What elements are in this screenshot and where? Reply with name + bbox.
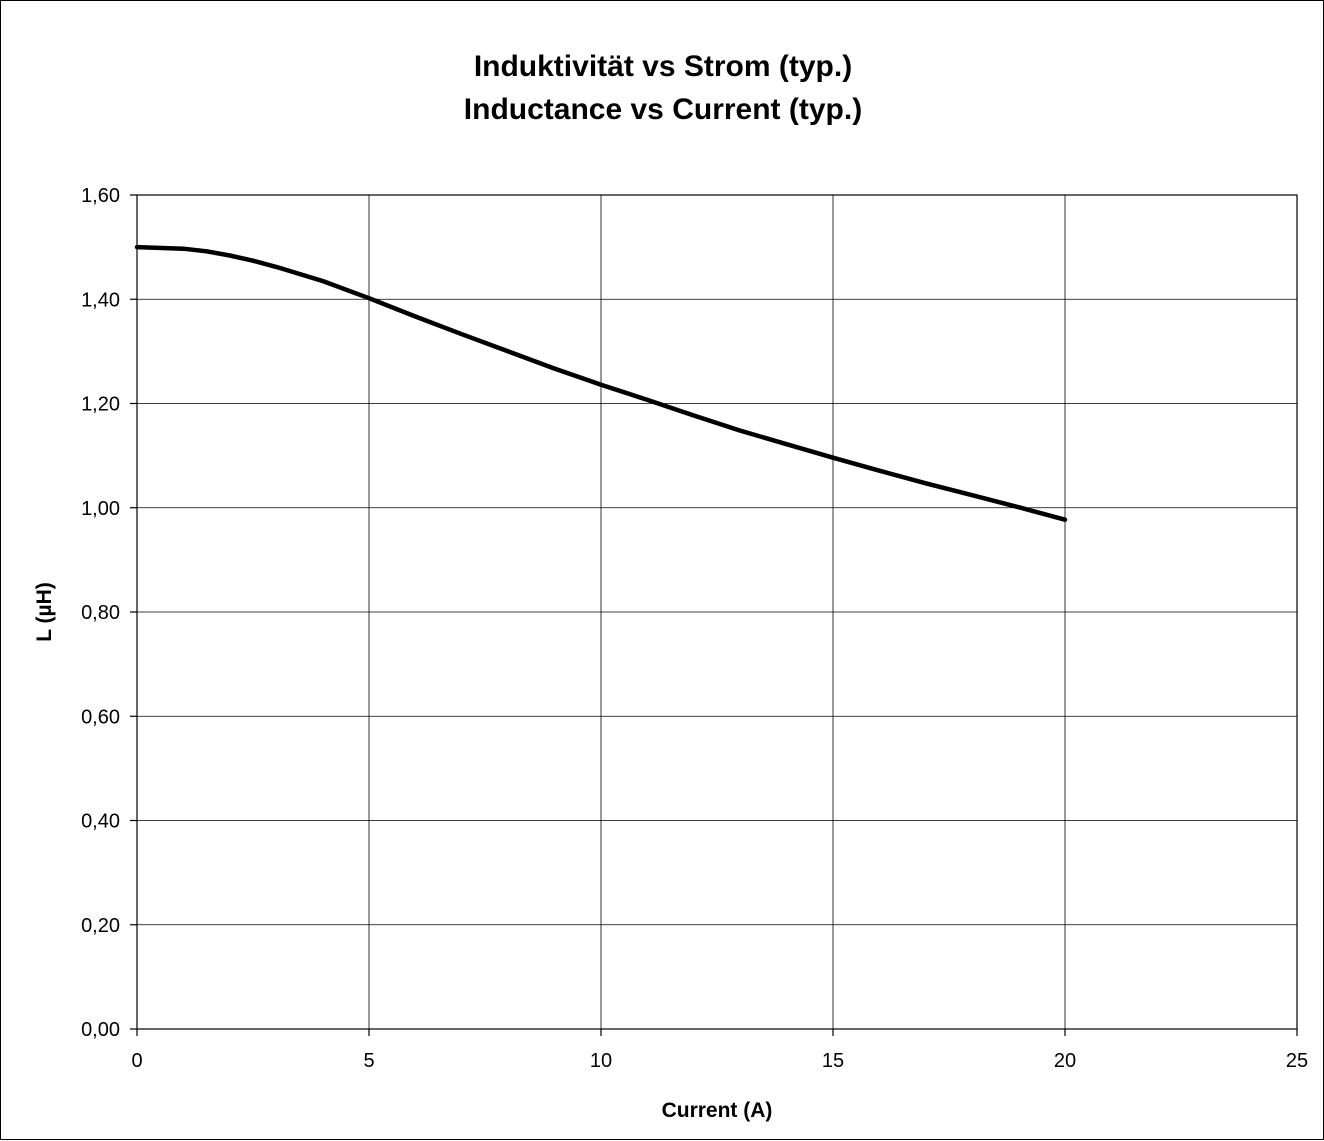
x-tick-label: 0 <box>131 1050 142 1072</box>
tick-marks <box>130 194 1298 1036</box>
x-tick-label: 15 <box>822 1050 844 1072</box>
y-tick-label: 0,60 <box>81 706 120 728</box>
y-tick-label: 1,20 <box>81 394 120 416</box>
x-tick-label: 5 <box>363 1050 374 1072</box>
tick-labels: 0 5 10 15 20 25 0,00 0,20 0,40 0,60 0,80 1,00 1,20 1,… <box>81 185 1308 1072</box>
x-axis-title: Current (A) <box>662 1099 773 1122</box>
x-tick-label: 10 <box>590 1050 612 1072</box>
series-line-0 <box>134 244 1068 522</box>
grid-lines <box>137 195 1297 1029</box>
y-tick-label: 1,40 <box>81 289 120 311</box>
y-tick-label: 1,00 <box>81 498 120 520</box>
chart-subtitle: Inductance vs Current (typ.) <box>464 93 862 126</box>
series-layer <box>134 244 1068 522</box>
y-tick-label: 0,80 <box>81 602 120 624</box>
chart-title: Induktivität vs Strom (typ.) <box>474 50 852 83</box>
y-tick-label: 0,40 <box>81 811 120 833</box>
x-tick-label: 25 <box>1286 1050 1308 1072</box>
y-axis-title: L (µH) <box>33 582 56 642</box>
y-tick-label: 1,60 <box>81 185 120 207</box>
y-tick-label: 0,20 <box>81 915 120 937</box>
y-tick-label: 0,00 <box>81 1019 120 1041</box>
x-tick-label: 20 <box>1054 1050 1076 1072</box>
